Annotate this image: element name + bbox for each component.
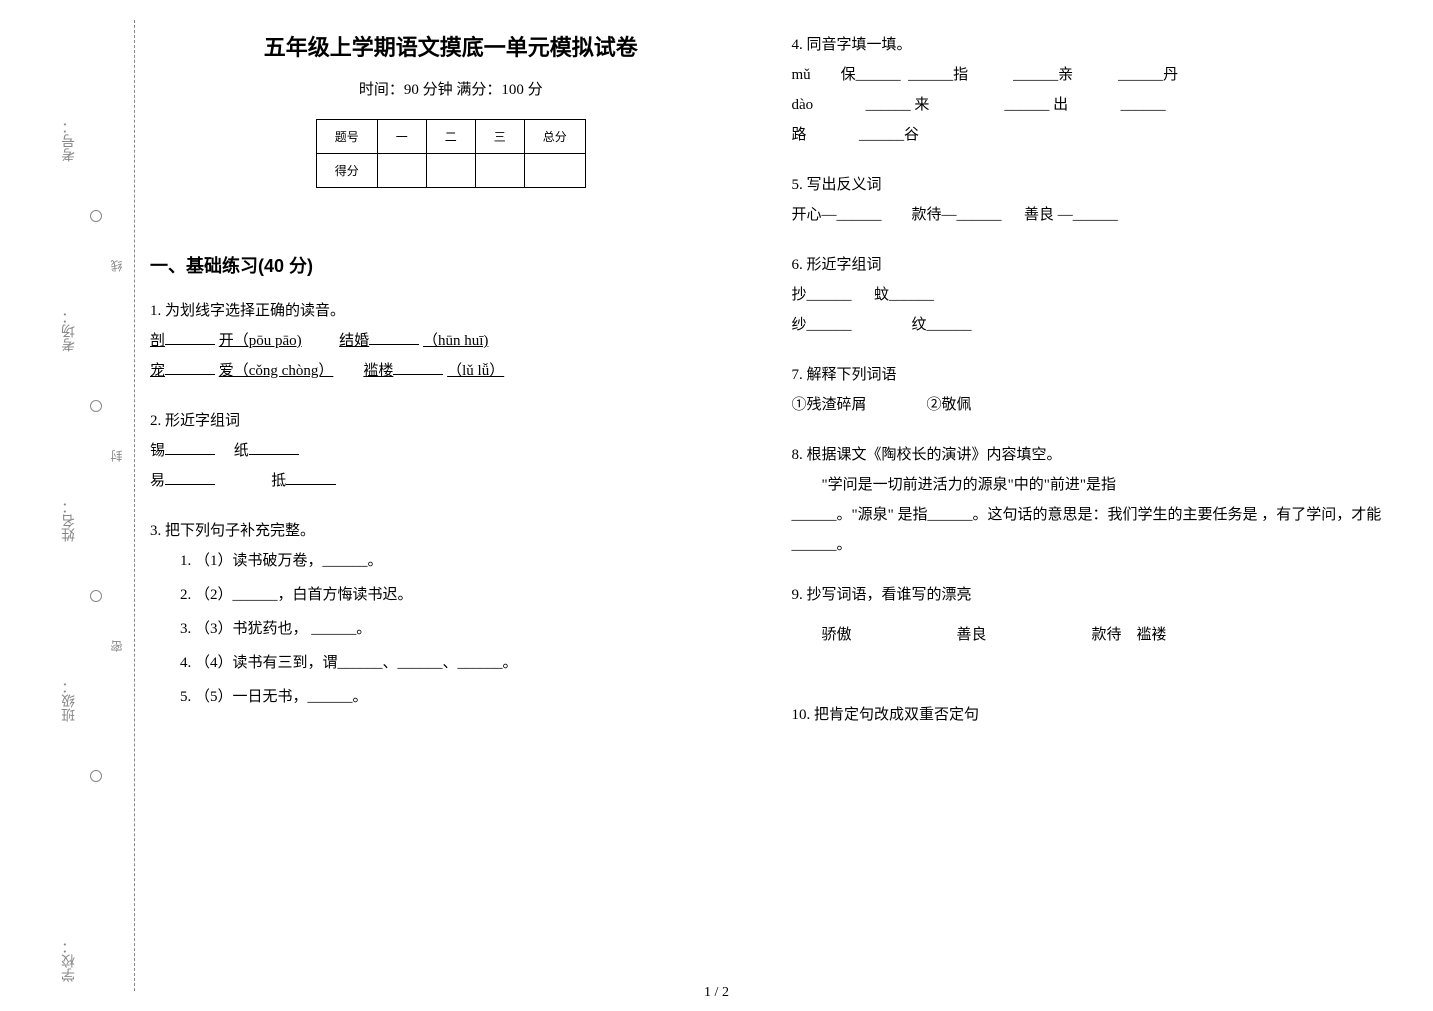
- score-table-body-row: 得分: [316, 154, 585, 188]
- score-th-2: 二: [426, 120, 475, 154]
- score-cell-4: [524, 154, 585, 188]
- q7: 7. 解释下列词语 ①残渣碎屑 ②敬佩: [792, 360, 1394, 420]
- left-column: 五年级上学期语文摸底一单元模拟试卷 时间：90 分钟 满分：100 分 题号 一…: [150, 30, 752, 981]
- q4-l3: 路 ______谷: [792, 120, 1394, 150]
- q4: 4. 同音字填一填。 mǔ 保______ ______指 ______亲 __…: [792, 30, 1394, 150]
- score-th-4: 总分: [524, 120, 585, 154]
- q8-body1: "学问是一切前进活力的源泉"中的"前进"是指: [792, 470, 1394, 500]
- q7-stem: 7. 解释下列词语: [792, 360, 1394, 390]
- binding-dashed-0: 线: [108, 260, 125, 272]
- q9: 9. 抄写词语，看谁写的漂亮 骄傲 善良 款待 褴褛: [792, 580, 1394, 650]
- q6-l1: 抄______ 蚊______: [792, 280, 1394, 310]
- binding-dashed-1: 封: [108, 450, 125, 462]
- q9-words: 骄傲 善良 款待 褴褛: [792, 620, 1394, 650]
- q3-item-1: 1. （1）读书破万卷，______。: [180, 546, 752, 576]
- q10-stem: 10. 把肯定句改成双重否定句: [792, 700, 1394, 730]
- q1-l2-d: （lǔ lǚ）: [447, 363, 504, 379]
- q1-l2-b: 爱（cǒng chòng）: [219, 363, 334, 379]
- score-th-1: 一: [377, 120, 426, 154]
- q2-l2a: 易: [150, 473, 165, 489]
- page-number: 1 / 2: [704, 985, 729, 1001]
- q4-l2: dào ______ 来 ______ 出 ______: [792, 90, 1394, 120]
- q3-item-3: 3. （3）书犹药也， ______。: [180, 614, 752, 644]
- section-1-header: 一、基础练习(40 分): [150, 252, 752, 278]
- q2-stem: 2. 形近字组词: [150, 406, 752, 436]
- q7-line: ①残渣碎屑 ②敬佩: [792, 390, 1394, 420]
- binding-edge: [95, 20, 135, 991]
- binding-circle-2: [90, 590, 102, 602]
- q2-l1b: 纸: [234, 443, 249, 459]
- q3-item-5: 5. （5）一日无书，______。: [180, 682, 752, 712]
- q6-stem: 6. 形近字组词: [792, 250, 1394, 280]
- score-th-3: 三: [475, 120, 524, 154]
- q1-l2-c: 褴楼: [363, 363, 393, 379]
- binding-label-3: 班级：: [60, 680, 80, 722]
- q5-stem: 5. 写出反义词: [792, 170, 1394, 200]
- binding-label-2: 姓名：: [60, 500, 80, 542]
- score-table-header-row: 题号 一 二 三 总分: [316, 120, 585, 154]
- binding-label-1: 考场：: [60, 310, 80, 352]
- exam-title: 五年级上学期语文摸底一单元模拟试卷: [150, 30, 752, 62]
- binding-label-0: 考号：: [60, 120, 80, 162]
- binding-dashed-2: 密: [108, 640, 125, 652]
- q3-item-4: 4. （4）读书有三到，谓______、______、______。: [180, 648, 752, 678]
- q10: 10. 把肯定句改成双重否定句: [792, 700, 1394, 730]
- q2-l1a: 锡: [150, 443, 165, 459]
- page-content: 五年级上学期语文摸底一单元模拟试卷 时间：90 分钟 满分：100 分 题号 一…: [150, 30, 1393, 981]
- q4-stem: 4. 同音字填一填。: [792, 30, 1394, 60]
- q1-l1-c: 结婚: [339, 333, 369, 349]
- q5-line: 开心—______ 款待—______ 善良 —______: [792, 200, 1394, 230]
- binding-circle-1: [90, 400, 102, 412]
- score-cell-3: [475, 154, 524, 188]
- exam-subtitle: 时间：90 分钟 满分：100 分: [150, 78, 752, 99]
- q1-l1-b: 开（pōu pāo): [219, 333, 302, 349]
- q6: 6. 形近字组词 抄______ 蚊______ 纱______ 纹______: [792, 250, 1394, 340]
- score-cell-1: [377, 154, 426, 188]
- q3: 3. 把下列句子补充完整。 1. （1）读书破万卷，______。 2. （2）…: [150, 516, 752, 716]
- q1-line2: 宠 爱（cǒng chòng） 褴楼 （lǔ lǚ）: [150, 356, 752, 386]
- q1-line1: 剖 开（pōu pāo) 结婚 （hūn huī): [150, 326, 752, 356]
- q8-body2: ______。"源泉" 是指______。这句话的意思是：我们学生的主要任务是 …: [792, 500, 1394, 560]
- q6-l2: 纱______ 纹______: [792, 310, 1394, 340]
- q2-l2b: 抵: [271, 473, 286, 489]
- q4-l1: mǔ 保______ ______指 ______亲 ______丹: [792, 60, 1394, 90]
- q1-l1-a: 剖: [150, 333, 165, 349]
- score-row-label: 得分: [316, 154, 377, 188]
- q8: 8. 根据课文《陶校长的演讲》内容填空。 "学问是一切前进活力的源泉"中的"前进…: [792, 440, 1394, 560]
- q2: 2. 形近字组词 锡 纸 易 抵: [150, 406, 752, 496]
- binding-circle-0: [90, 210, 102, 222]
- q8-stem: 8. 根据课文《陶校长的演讲》内容填空。: [792, 440, 1394, 470]
- q9-stem: 9. 抄写词语，看谁写的漂亮: [792, 580, 1394, 610]
- q3-stem: 3. 把下列句子补充完整。: [150, 516, 752, 546]
- q1-l2-a: 宠: [150, 363, 165, 379]
- score-cell-2: [426, 154, 475, 188]
- score-table: 题号 一 二 三 总分 得分: [316, 119, 586, 188]
- q2-l1: 锡 纸: [150, 436, 752, 466]
- q5: 5. 写出反义词 开心—______ 款待—______ 善良 —______: [792, 170, 1394, 230]
- binding-circle-3: [90, 770, 102, 782]
- score-th-0: 题号: [316, 120, 377, 154]
- binding-label-4: 学校：: [60, 940, 80, 982]
- q2-l2: 易 抵: [150, 466, 752, 496]
- q1-stem: 1. 为划线字选择正确的读音。: [150, 296, 752, 326]
- q3-list: 1. （1）读书破万卷，______。 2. （2）______，白首方悔读书迟…: [150, 546, 752, 712]
- q3-item-2: 2. （2）______，白首方悔读书迟。: [180, 580, 752, 610]
- right-column: 4. 同音字填一填。 mǔ 保______ ______指 ______亲 __…: [792, 30, 1394, 981]
- q1: 1. 为划线字选择正确的读音。 剖 开（pōu pāo) 结婚 （hūn huī…: [150, 296, 752, 386]
- q1-l1-d: （hūn huī): [423, 333, 488, 349]
